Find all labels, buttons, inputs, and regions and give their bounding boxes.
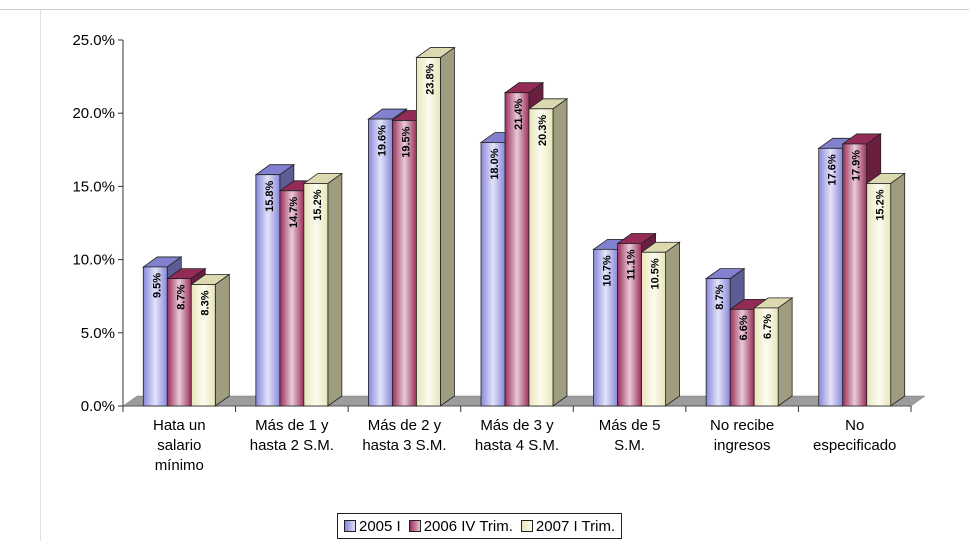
y-tick-label: 15.0% [72,178,115,195]
x-tick-label: No especificado [813,417,896,454]
data-label: 6.7% [762,314,774,339]
bar [617,243,642,407]
legend-item: 2006 IV Trim. [408,517,513,535]
bar-side [214,273,230,407]
bar [593,248,618,407]
legend-item: 2007 I Trim. [520,517,616,535]
data-label: 19.5% [400,126,412,157]
left-border [40,9,41,541]
bar-side [777,297,793,407]
bar [504,92,530,407]
data-label: 20.3% [537,115,549,146]
data-label: 10.5% [650,258,662,289]
x-tick-label: No recibe ingresos [710,417,774,454]
legend-label: 2007 I Trim. [535,517,616,535]
bar [142,266,168,407]
data-label: 8.7% [175,284,187,309]
bar [866,183,892,407]
bar-side [327,172,343,407]
bar [392,120,417,407]
data-label: 18.0% [489,148,501,179]
bar [255,174,281,407]
y-tick-label: 25.0% [72,32,115,49]
legend-swatch [408,520,421,532]
data-label: 19.6% [376,125,388,156]
legend-swatch [344,520,356,532]
data-label: 14.7% [288,197,300,228]
bar-side [440,46,455,407]
x-tick-label: Hata un salario mínimo [153,417,206,474]
x-tick-label: Más de 2 y hasta 3 S.M. [362,417,446,454]
bar [480,142,506,407]
bar [729,308,755,407]
data-label: 17.6% [827,154,839,185]
y-tick-label: 0.0% [81,398,115,415]
data-label: 8.3% [199,290,211,315]
data-label: 15.2% [875,189,887,220]
bar [279,190,305,407]
chart-legend: 2005 I 2006 IV Trim. 2007 I Trim. [337,513,623,539]
data-label: 23.8% [424,63,436,94]
bar [641,251,666,407]
data-label: 9.5% [151,273,163,298]
data-label: 11.1% [626,249,638,280]
data-label: 10.7% [602,255,614,286]
bar [416,57,441,407]
legend-label: 2005 I [359,517,401,535]
top-border [0,9,969,10]
bar [190,284,216,407]
x-tick-label: Más de 1 y hasta 2 S.M. [250,417,334,454]
data-label: 17.9% [851,150,863,181]
legend-item: 2005 I [344,518,401,535]
bar [303,183,329,407]
bar [818,147,844,407]
y-tick-label: 20.0% [72,105,115,122]
legend-swatch [520,520,533,532]
data-label: 21.4% [513,98,525,129]
bar [753,307,779,407]
data-label: 15.2% [312,189,324,220]
bar-side [665,241,680,407]
data-label: 6.6% [738,315,750,340]
bar [528,108,554,407]
data-label: 15.8% [264,180,276,211]
y-tick-label: 5.0% [81,325,115,342]
data-label: 8.7% [714,284,726,309]
x-tick-label: Más de 5 S.M. [599,417,661,454]
bar-side [552,98,568,407]
y-tick-label: 10.0% [72,252,115,269]
bar-side [890,172,906,407]
legend-label: 2006 IV Trim. [423,517,513,535]
x-tick-label: Más de 3 y hasta 4 S.M. [475,417,559,454]
bar [368,118,393,407]
bar [842,143,868,407]
